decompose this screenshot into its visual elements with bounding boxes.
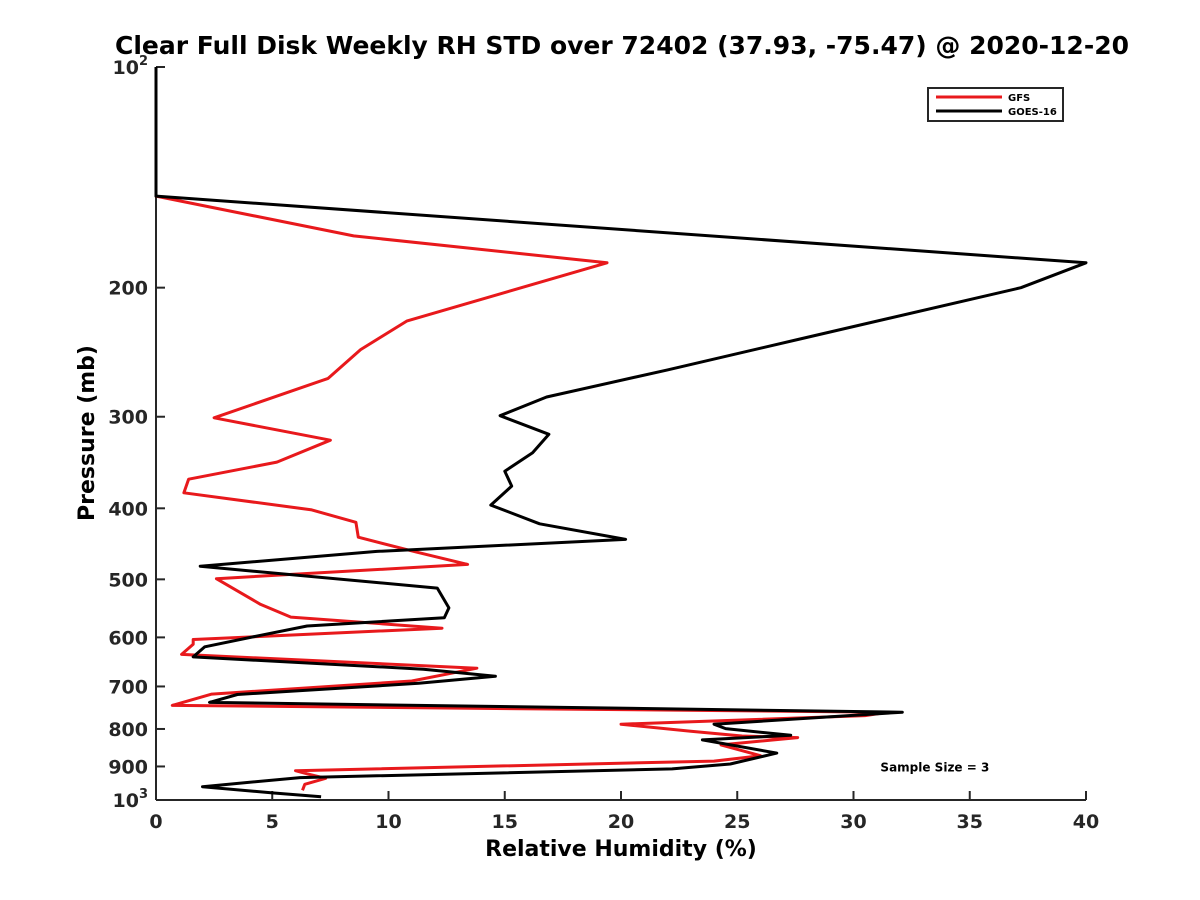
series-lines [154,67,1088,799]
x-tick-label: 25 [724,811,750,833]
sample-size-annotation: Sample Size = 3 [880,760,989,774]
y-tick-label: 700 [108,676,148,698]
y-tick-label: 103 [113,787,149,812]
legend: GFS GOES-16 [927,87,1064,122]
y-tick-exponent: 3 [139,787,148,802]
legend-label: GOES-16 [1008,107,1057,118]
y-tick-exponent: 2 [139,54,148,69]
series-line-goes-16 [154,67,1088,799]
x-tick-label: 10 [375,811,401,833]
x-tick-label: 30 [840,811,866,833]
y-tick-label: 102 [113,54,149,79]
y-axis-label: Pressure (mb) [75,345,100,521]
y-tick-base: 10 [113,57,139,79]
x-tick-label: 0 [149,811,162,833]
y-tick-base: 10 [113,790,139,812]
y-tick-label: 600 [108,627,148,649]
x-tick-label: 40 [1073,811,1099,833]
y-tick-label: 500 [108,569,148,591]
legend-label: GFS [1008,93,1030,104]
y-tick-label: 200 [108,278,148,300]
x-tick-label: 20 [608,811,634,833]
series-line-gfs [154,67,890,791]
y-tick-label: 800 [108,719,148,741]
x-tick-label: 15 [492,811,518,833]
legend-box [927,87,1064,122]
x-tick-label: 5 [266,811,279,833]
y-tick-label: 400 [108,498,148,520]
chart-title: Clear Full Disk Weekly RH STD over 72402… [115,31,1129,60]
y-tick-label: 300 [108,407,148,429]
annotations: Sample Size = 3 [880,760,989,774]
axes: 0 5 10 15 20 25 30 35 40102200300400500600700800… [108,54,1099,833]
x-tick-label: 35 [957,811,983,833]
x-axis-label: Relative Humidity (%) [485,837,757,862]
y-tick-label: 900 [108,756,148,778]
